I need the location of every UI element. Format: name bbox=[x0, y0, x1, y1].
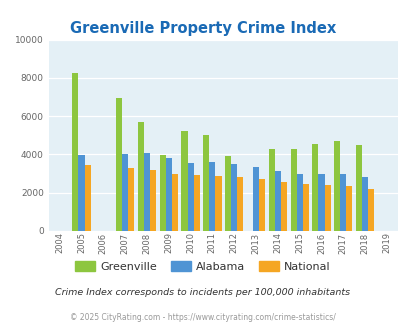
Bar bbox=[181, 131, 187, 231]
Bar bbox=[230, 164, 237, 231]
Bar bbox=[78, 155, 84, 231]
Bar bbox=[280, 182, 286, 231]
Bar bbox=[290, 149, 296, 231]
Bar bbox=[296, 174, 302, 231]
Bar bbox=[252, 167, 258, 231]
Bar bbox=[224, 156, 230, 231]
Bar bbox=[149, 170, 156, 231]
Bar bbox=[187, 163, 193, 231]
Bar bbox=[333, 142, 339, 231]
Text: Greenville Property Crime Index: Greenville Property Crime Index bbox=[70, 21, 335, 36]
Bar bbox=[137, 122, 143, 231]
Bar bbox=[209, 162, 215, 231]
Bar bbox=[318, 174, 324, 231]
Bar bbox=[302, 184, 308, 231]
Bar bbox=[72, 73, 78, 231]
Bar bbox=[193, 175, 199, 231]
Bar bbox=[122, 154, 128, 231]
Legend: Greenville, Alabama, National: Greenville, Alabama, National bbox=[72, 258, 333, 275]
Bar bbox=[339, 174, 345, 231]
Text: Crime Index corresponds to incidents per 100,000 inhabitants: Crime Index corresponds to incidents per… bbox=[55, 287, 350, 297]
Bar bbox=[171, 174, 177, 231]
Bar bbox=[367, 189, 373, 231]
Bar bbox=[361, 177, 367, 231]
Bar bbox=[84, 165, 90, 231]
Bar bbox=[215, 177, 221, 231]
Bar bbox=[324, 185, 330, 231]
Bar bbox=[345, 186, 352, 231]
Bar bbox=[128, 168, 134, 231]
Bar bbox=[165, 157, 171, 231]
Bar bbox=[268, 149, 274, 231]
Bar bbox=[143, 153, 149, 231]
Text: © 2025 CityRating.com - https://www.cityrating.com/crime-statistics/: © 2025 CityRating.com - https://www.city… bbox=[70, 313, 335, 322]
Bar bbox=[355, 145, 361, 231]
Bar bbox=[159, 155, 165, 231]
Bar bbox=[274, 171, 280, 231]
Bar bbox=[116, 98, 122, 231]
Bar bbox=[311, 144, 318, 231]
Bar bbox=[203, 135, 209, 231]
Bar bbox=[258, 179, 264, 231]
Bar bbox=[237, 177, 243, 231]
